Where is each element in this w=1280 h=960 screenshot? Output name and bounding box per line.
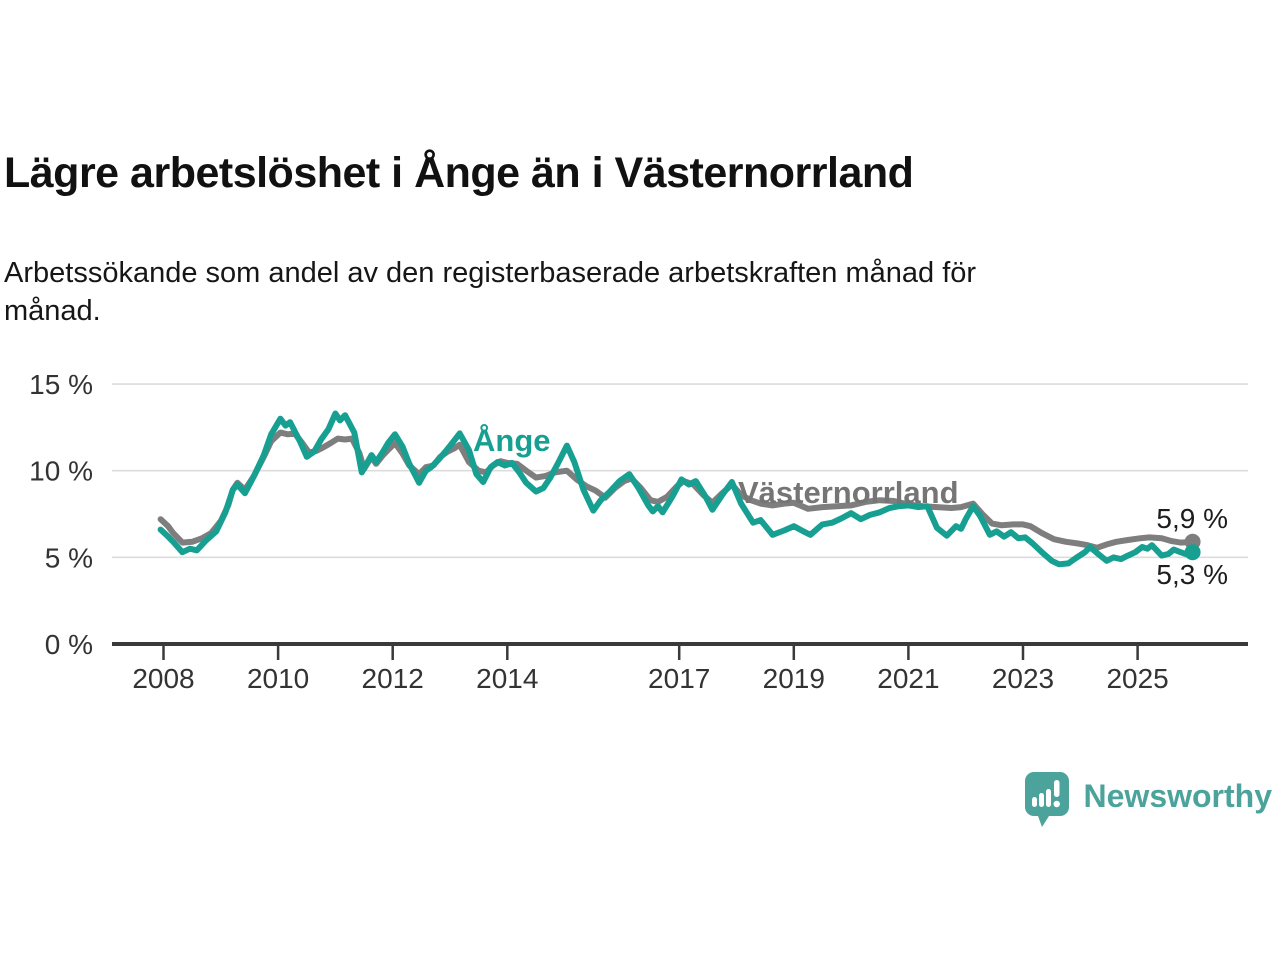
x-axis-tick-label: 2008: [132, 663, 194, 694]
x-axis-tick-label: 2025: [1106, 663, 1168, 694]
series-end-dot-ånge: [1184, 544, 1201, 561]
x-axis-tick-label: 2019: [763, 663, 825, 694]
x-axis-tick-label: 2014: [476, 663, 538, 694]
logo-exclamation-bar: [1053, 780, 1060, 797]
y-axis-tick-label: 0 %: [45, 629, 93, 660]
x-axis-tick-label: 2023: [992, 663, 1054, 694]
newsworthy-logo-icon: [1024, 772, 1069, 827]
y-axis-tick-label: 10 %: [29, 456, 93, 487]
newsworthy-logo-text: Newsworthy: [1083, 778, 1272, 814]
logo-bar-1: [1031, 797, 1037, 807]
logo-exclamation-dot: [1053, 800, 1060, 808]
series-layer: [157, 410, 1201, 568]
grid-layer: [112, 383, 1248, 660]
logo-bar-3: [1045, 789, 1051, 807]
x-axis-tick-label: 2017: [648, 663, 710, 694]
chart-subtitle-line1: Arbetssökande som andel av den registerb…: [4, 257, 977, 289]
series-line-ånge: [157, 410, 1196, 568]
x-axis-tick-label: 2012: [362, 663, 424, 694]
series-label-ange: Ånge: [473, 423, 551, 458]
y-axis-tick-label: 15 %: [29, 369, 93, 400]
axis-labels-layer: 0 % 5 % 10 % 15 % 2008 2010 2012 2014 2017 2019 20…: [29, 369, 1169, 694]
chart-subtitle-line2: månad.: [4, 295, 101, 327]
newsworthy-logo: Newsworthy: [1022, 770, 1272, 830]
x-axis-tick-label: 2010: [247, 663, 309, 694]
end-value-label-vasternorrland: 5,9 %: [1156, 503, 1228, 534]
logo-bar-2: [1038, 793, 1044, 807]
series-label-vasternorrland: Västernorrland: [738, 475, 959, 510]
y-axis-tick-label: 5 %: [45, 542, 93, 573]
end-value-label-ange: 5,3 %: [1156, 559, 1228, 590]
chart-title: Lägre arbetslöshet i Ånge än i Västernor…: [4, 149, 914, 197]
x-axis-tick-label: 2021: [877, 663, 939, 694]
chart-subtitle: Arbetssökande som andel av den registerb…: [4, 254, 1204, 330]
